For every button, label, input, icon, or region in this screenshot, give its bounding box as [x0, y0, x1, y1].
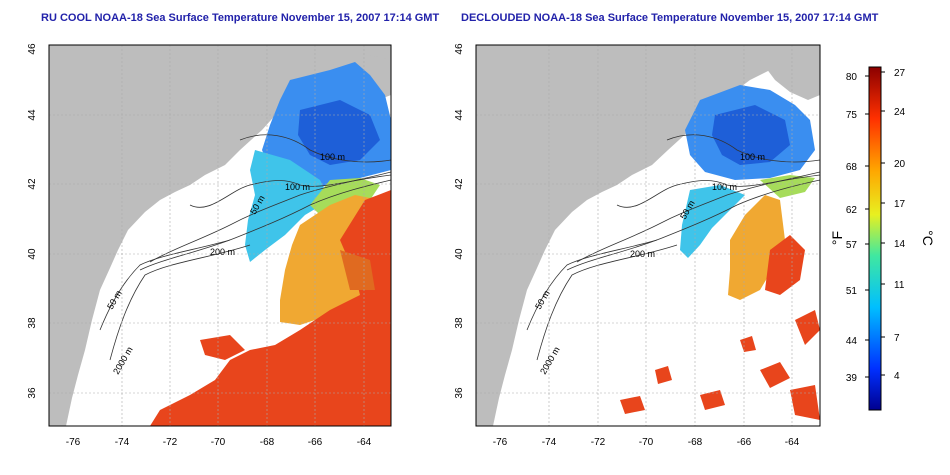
lat-tick-label: 42	[454, 178, 465, 190]
lat-tick-label: 40	[27, 248, 38, 260]
contour-label: 200 m	[210, 247, 235, 257]
c-tick-label: 27	[894, 68, 906, 79]
c-tick-label: 17	[894, 199, 906, 210]
map-frame	[48, 44, 392, 427]
bathymetry-contours	[99, 134, 391, 361]
lon-tick-label: -70	[639, 437, 654, 448]
lon-tick-label: -64	[785, 437, 800, 448]
c-tick-label: 4	[894, 371, 900, 382]
hot-water-region	[765, 235, 805, 295]
contour-label: 100 m	[740, 152, 765, 162]
map-gridlines	[49, 45, 391, 426]
lon-axis: -76 -74 -72 -70 -68 -66 -64	[493, 437, 800, 448]
lon-tick-label: -72	[591, 437, 606, 448]
f-tick-label: 57	[846, 240, 858, 251]
lon-tick-label: -72	[163, 437, 178, 448]
map-gridlines	[476, 45, 820, 426]
lon-tick-label: -70	[211, 437, 226, 448]
f-tick-label: 51	[846, 286, 858, 297]
right-map-title: DECLOUDED NOAA-18 Sea Surface Temperatur…	[461, 12, 879, 24]
f-tick-label: 80	[846, 72, 858, 83]
f-tick-label: 44	[846, 336, 858, 347]
temperature-colorbar: 80 75 68 62 57 51 44 39 27 24 20 17 14 1…	[829, 66, 936, 411]
lat-tick-label: 44	[27, 109, 38, 121]
lat-axis: 36 38 40 42 44 46	[454, 43, 465, 399]
lon-tick-label: -74	[115, 437, 130, 448]
lon-tick-label: -64	[357, 437, 372, 448]
contour-label: 200 m	[630, 249, 655, 259]
contour-label: 100 m	[320, 152, 345, 162]
warm-water-region	[728, 195, 785, 300]
fahrenheit-unit-label: °F	[829, 231, 845, 245]
f-tick-label: 62	[846, 205, 858, 216]
lat-tick-label: 36	[454, 387, 465, 399]
f-tick-label: 39	[846, 373, 858, 384]
lat-tick-label: 44	[454, 109, 465, 121]
hot-water-region	[150, 190, 391, 426]
lon-axis: -76 -74 -72 -70 -68 -66 -64	[66, 437, 372, 448]
lon-tick-label: -74	[542, 437, 557, 448]
lon-tick-label: -66	[308, 437, 323, 448]
c-tick-label: 20	[894, 159, 906, 170]
land-mass	[476, 45, 820, 426]
map-frame	[475, 44, 821, 427]
colorbar-gradient	[868, 66, 882, 411]
lon-tick-label: -68	[688, 437, 703, 448]
c-tick-label: 7	[894, 333, 900, 344]
c-tick-label: 24	[894, 107, 906, 118]
colorbar-ticks	[865, 71, 885, 378]
lon-tick-label: -76	[66, 437, 81, 448]
bathymetry-contours	[526, 134, 820, 361]
right-map: 100 m 100 m 50 m 200 m 50 m 2000 m -76 -…	[454, 43, 821, 448]
land-mass	[49, 45, 391, 426]
celsius-scale: 27 24 20 17 14 11 7 4	[894, 68, 906, 382]
lat-tick-label: 46	[454, 43, 465, 55]
c-tick-label: 14	[894, 239, 906, 250]
left-map: 100 m 100 m 50 m 200 m 50 m 2000 m -76 -…	[27, 43, 392, 448]
lat-tick-label: 46	[27, 43, 38, 55]
lon-tick-label: -66	[737, 437, 752, 448]
contour-label: 100 m	[285, 182, 310, 192]
fahrenheit-scale: 80 75 68 62 57 51 44 39	[846, 72, 858, 384]
lat-tick-label: 38	[454, 317, 465, 329]
lat-axis: 36 38 40 42 44 46	[27, 43, 38, 399]
contour-label: 100 m	[712, 182, 737, 192]
lon-tick-label: -76	[493, 437, 508, 448]
c-tick-label: 11	[894, 280, 905, 291]
f-tick-label: 68	[846, 162, 858, 173]
lat-tick-label: 38	[27, 317, 38, 329]
cool-water-region	[680, 185, 745, 258]
lat-tick-label: 42	[27, 178, 38, 190]
cool-water-region	[245, 150, 330, 262]
f-tick-label: 75	[846, 110, 858, 121]
lon-tick-label: -68	[260, 437, 275, 448]
lat-tick-label: 40	[454, 248, 465, 260]
celsius-unit-label: °C	[920, 230, 936, 246]
lat-tick-label: 36	[27, 387, 38, 399]
left-map-title: RU COOL NOAA-18 Sea Surface Temperature …	[41, 12, 440, 24]
